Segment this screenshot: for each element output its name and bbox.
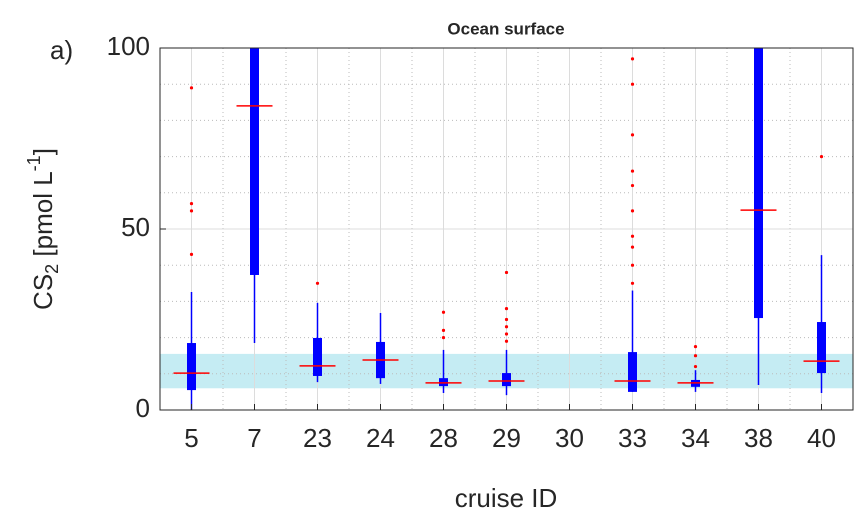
x-tick-label: 34: [681, 423, 710, 453]
x-tick-label: 24: [366, 423, 395, 453]
outlier: [504, 339, 509, 343]
outlier: [693, 345, 698, 349]
outlier: [630, 57, 635, 61]
outlier: [315, 281, 320, 285]
x-tick-label: 28: [429, 423, 458, 453]
x-tick-label: 29: [492, 423, 521, 453]
outlier: [693, 364, 698, 369]
outlier: [504, 307, 509, 311]
y-tick-label: 100: [107, 31, 150, 61]
y-tick-label: 0: [136, 393, 150, 423]
outlier: [441, 336, 446, 340]
outlier: [189, 86, 194, 90]
outlier: [630, 82, 635, 86]
outlier: [819, 155, 824, 159]
outlier: [630, 234, 635, 238]
x-tick-label: 30: [555, 423, 584, 453]
x-tick-label: 33: [618, 423, 647, 453]
outlier: [630, 263, 635, 267]
outlier: [504, 270, 509, 275]
outlier: [630, 245, 635, 249]
box: [187, 343, 196, 391]
outlier: [630, 281, 635, 285]
chart-title: Ocean surface: [447, 19, 564, 38]
box: [502, 373, 511, 387]
outlier: [441, 310, 446, 314]
x-tick-label: 38: [744, 423, 773, 453]
outlier: [504, 317, 509, 322]
box: [817, 322, 826, 374]
outlier: [189, 209, 194, 213]
box: [754, 48, 763, 319]
y-tick-label: 50: [121, 212, 150, 242]
x-tick-label: 5: [184, 423, 198, 453]
x-tick-label: 7: [247, 423, 261, 453]
x-axis-label: cruise ID: [455, 483, 558, 513]
outlier: [441, 328, 446, 332]
box: [628, 352, 637, 392]
outlier: [630, 209, 635, 213]
plot-area: [160, 48, 853, 410]
outlier: [504, 325, 509, 329]
y-axis-label: CS2 [pmol L-1]: [24, 148, 62, 310]
x-tick-label: 40: [807, 423, 836, 453]
outlier: [630, 169, 635, 173]
x-tick-label: 23: [303, 423, 332, 453]
outlier: [693, 354, 698, 358]
panel-label: a): [50, 35, 73, 65]
box: [250, 48, 259, 275]
outlier: [189, 202, 194, 206]
outlier: [504, 332, 509, 336]
outlier: [189, 252, 194, 256]
box: [313, 337, 322, 376]
outlier: [630, 183, 635, 188]
outlier: [630, 133, 635, 137]
